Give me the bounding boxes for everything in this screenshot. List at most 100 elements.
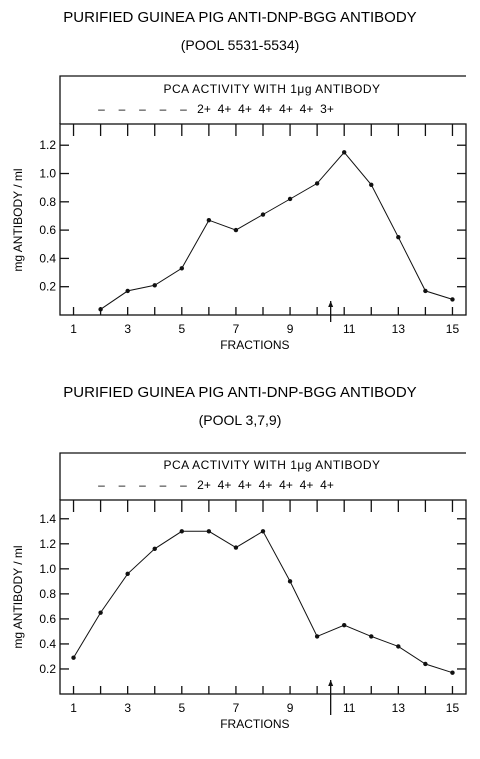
y-tick-label: 1.2 <box>39 138 56 152</box>
data-point <box>179 529 184 534</box>
fraction-marker-arrowhead <box>328 680 334 686</box>
data-point <box>260 529 266 534</box>
data-point <box>206 529 212 534</box>
data-point <box>179 266 184 271</box>
activity-score: 2+ <box>197 102 211 116</box>
data-point <box>369 182 374 188</box>
data-point <box>423 288 428 294</box>
activity-score: – <box>180 478 187 492</box>
chart-subtitle: (POOL 3,7,9) <box>199 412 282 428</box>
x-tick-label: 7 <box>233 701 240 715</box>
activity-score: 4+ <box>279 478 293 492</box>
activity-score: – <box>98 102 105 116</box>
series-line <box>73 530 453 674</box>
activity-score: – <box>160 478 167 492</box>
x-tick-label: 7 <box>233 322 240 336</box>
pca-header-label: PCA ACTIVITY WITH 1μg ANTIBODY <box>163 82 380 96</box>
data-point <box>125 571 130 577</box>
activity-score: – <box>98 478 105 492</box>
x-tick-label: 1 <box>70 322 77 336</box>
chart-title: PURIFIED GUINEA PIG ANTI-DNP-BGG ANTIBOD… <box>63 9 416 26</box>
y-tick-label: 0.8 <box>39 195 56 209</box>
data-point <box>98 610 103 615</box>
data-point <box>98 307 103 312</box>
chart-1: PURIFIED GUINEA PIG ANTI-DNP-BGG ANTIBOD… <box>11 9 467 352</box>
x-tick-label: 3 <box>124 322 131 336</box>
x-axis-label: FRACTIONS <box>220 338 289 352</box>
data-point <box>396 234 401 240</box>
x-tick-label: 13 <box>392 322 406 336</box>
chart-2: PURIFIED GUINEA PIG ANTI-DNP-BGG ANTIBOD… <box>11 384 467 731</box>
data-point <box>342 622 347 628</box>
data-point <box>396 644 401 649</box>
y-tick-label: 1.0 <box>39 167 56 181</box>
activity-score: 2+ <box>197 478 211 492</box>
x-tick-label: 1 <box>70 701 77 715</box>
x-tick-label: 11 <box>343 322 356 336</box>
activity-score: – <box>119 102 126 116</box>
data-point <box>125 288 130 294</box>
activity-score: 4+ <box>300 102 314 116</box>
x-tick-label: 13 <box>392 701 406 715</box>
y-tick-label: 0.6 <box>39 612 56 626</box>
activity-score: – <box>139 102 146 116</box>
data-point <box>314 181 320 186</box>
y-tick-label: 1.4 <box>39 512 56 526</box>
y-tick-label: 0.6 <box>39 223 56 237</box>
data-point <box>423 661 428 667</box>
data-point <box>369 634 374 639</box>
data-point <box>260 212 266 217</box>
y-tick-label: 1.0 <box>39 562 56 576</box>
y-tick-label: 0.4 <box>39 637 56 651</box>
data-point <box>342 150 347 155</box>
x-tick-label: 15 <box>446 322 460 336</box>
activity-score: 4+ <box>279 102 293 116</box>
activity-score: 4+ <box>218 478 232 492</box>
data-point <box>287 196 293 202</box>
data-point <box>233 545 239 550</box>
activity-score: – <box>180 102 187 116</box>
activity-score: 4+ <box>238 102 252 116</box>
activity-score: 4+ <box>218 102 232 116</box>
y-tick-label: 0.8 <box>39 587 56 601</box>
y-tick-label: 0.4 <box>39 251 56 265</box>
x-tick-label: 3 <box>124 701 131 715</box>
data-point <box>287 579 293 584</box>
x-tick-label: 5 <box>178 322 185 336</box>
header-frame <box>59 452 466 500</box>
data-point <box>233 227 239 233</box>
chart-title: PURIFIED GUINEA PIG ANTI-DNP-BGG ANTIBOD… <box>63 384 416 401</box>
activity-score: 4+ <box>320 478 334 492</box>
activity-score: 4+ <box>238 478 252 492</box>
fraction-marker-arrowhead <box>328 301 334 307</box>
pca-header-label: PCA ACTIVITY WITH 1μg ANTIBODY <box>163 458 380 472</box>
data-point <box>152 546 157 552</box>
data-point <box>71 655 76 660</box>
chart-subtitle: (POOL 5531-5534) <box>181 37 300 53</box>
data-point <box>450 670 455 675</box>
activity-score: 4+ <box>300 478 314 492</box>
data-point <box>450 297 455 302</box>
x-axis-label: FRACTIONS <box>220 717 289 731</box>
activity-score: – <box>160 102 167 116</box>
activity-score: – <box>119 478 126 492</box>
activity-score: 4+ <box>259 102 273 116</box>
x-tick-label: 9 <box>287 701 294 715</box>
x-tick-label: 9 <box>287 322 294 336</box>
data-point <box>314 634 320 639</box>
plot-frame <box>59 123 467 316</box>
data-point <box>206 218 212 223</box>
x-tick-label: 5 <box>178 701 185 715</box>
header-frame <box>59 75 466 124</box>
data-point <box>152 283 157 288</box>
series-line <box>100 151 453 310</box>
y-axis-label: mg ANTIBODY / ml <box>11 545 25 648</box>
y-axis-label: mg ANTIBODY / ml <box>11 168 25 271</box>
x-tick-label: 15 <box>446 701 460 715</box>
x-tick-label: 11 <box>343 701 356 715</box>
y-tick-label: 1.2 <box>39 537 56 551</box>
activity-score: 3+ <box>320 102 334 116</box>
activity-score: 4+ <box>259 478 273 492</box>
y-tick-label: 0.2 <box>39 280 56 294</box>
